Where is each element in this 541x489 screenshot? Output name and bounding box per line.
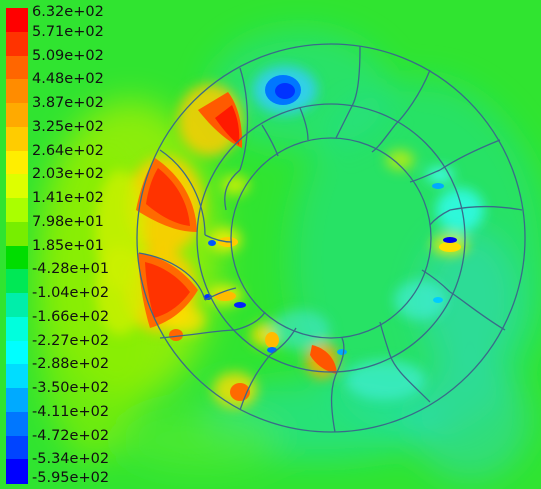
colorbar-segment: [6, 411, 28, 437]
colorbar-tick-label: -4.72e+02: [32, 427, 110, 444]
colorbar-segment: [6, 221, 28, 247]
colorbar-segment: [6, 388, 28, 413]
colorbar-tick-label: -5.95e+02: [32, 470, 110, 486]
colorbar-tick-label: 2.03e+02: [32, 166, 104, 183]
colorbar-segment: [6, 364, 28, 389]
colorbar-segment: [6, 245, 28, 270]
colorbar-tick-label: -1.04e+02: [32, 285, 110, 301]
colorbar: [6, 8, 28, 484]
colorbar-segment: [6, 269, 28, 294]
colorbar-segment: [6, 198, 28, 223]
colorbar-tick-label: -3.50e+02: [32, 380, 110, 396]
colorbar-tick-label: 1.85e+01: [32, 237, 104, 254]
colorbar-segment: [6, 340, 28, 365]
colorbar-tick-label: -2.88e+02: [32, 356, 110, 373]
field-peaks: [136, 75, 461, 401]
colorbar-tick-label: 6.32e+02: [32, 4, 104, 20]
colorbar-tick-label: 5.71e+02: [32, 23, 104, 40]
colorbar-tick-label: 4.48e+02: [32, 71, 104, 88]
colorbar-segment: [6, 174, 28, 199]
colorbar-tick-label: -4.11e+02: [32, 403, 110, 420]
colorbar-segment: [6, 126, 28, 152]
colorbar-segment: [6, 31, 28, 57]
geometry-lines: [136, 43, 526, 433]
colorbar-tick-label: 3.25e+02: [32, 118, 104, 135]
colorbar-tick-label: 5.09e+02: [32, 47, 104, 64]
colorbar-segment: [6, 459, 28, 484]
colorbar-segment: [6, 316, 28, 342]
colorbar-segment: [6, 55, 28, 80]
colorbar-tick-label: 1.41e+02: [32, 190, 104, 206]
colorbar-segment: [6, 150, 28, 175]
colorbar-segment: [6, 79, 28, 104]
colorbar-segment: [6, 293, 28, 318]
colorbar-tick-label: -5.34e+02: [32, 451, 110, 468]
colorbar-tick-label: -2.27e+02: [32, 332, 110, 349]
colorbar-tick-label: -4.28e+01: [32, 261, 110, 278]
colorbar-tick-label: 3.87e+02: [32, 95, 104, 111]
colorbar-segment: [6, 103, 28, 128]
colorbar-tick-label: 7.98e+01: [32, 213, 104, 230]
colorbar-tick-label: -1.66e+02: [32, 308, 110, 325]
colorbar-tick-label: 2.64e+02: [32, 142, 104, 159]
colorbar-segment: [6, 435, 28, 460]
colorbar-segment: [6, 8, 28, 33]
